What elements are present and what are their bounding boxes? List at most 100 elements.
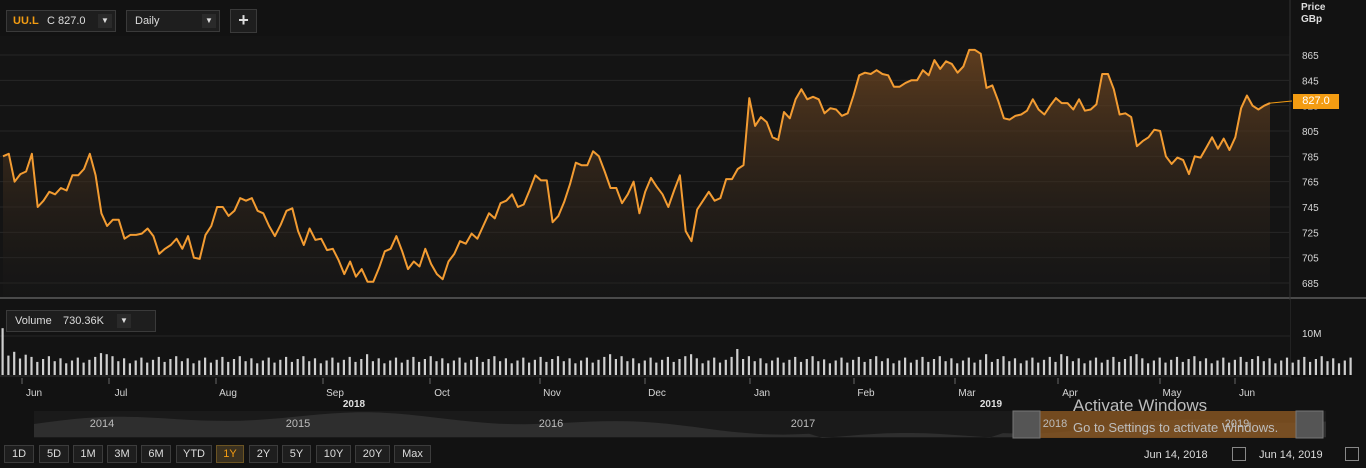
volume-bar bbox=[1170, 359, 1173, 375]
chevron-down-icon[interactable]: ▼ bbox=[98, 14, 112, 28]
volume-bar bbox=[1175, 356, 1179, 375]
volume-bar bbox=[209, 362, 212, 375]
range-button-2y[interactable]: 2Y bbox=[249, 445, 278, 463]
volume-bar bbox=[1094, 357, 1098, 375]
volume-bar bbox=[620, 356, 623, 375]
volume-bar bbox=[1320, 356, 1323, 375]
x-tick-label: Nov bbox=[543, 388, 561, 399]
volume-bar bbox=[256, 363, 259, 375]
add-study-button[interactable]: + bbox=[230, 9, 257, 33]
volume-bar bbox=[661, 359, 664, 375]
range-button-5y[interactable]: 5Y bbox=[282, 445, 311, 463]
range-button-1y[interactable]: 1Y bbox=[216, 445, 244, 463]
volume-bar bbox=[695, 358, 698, 375]
volume-bar bbox=[1158, 357, 1161, 375]
navigator-selection[interactable] bbox=[1040, 411, 1296, 438]
volume-bar bbox=[1019, 363, 1022, 375]
volume-selector[interactable]: Volume 730.36K ▼ bbox=[6, 310, 156, 332]
volume-value: 730.36K bbox=[63, 315, 104, 327]
volume-bar bbox=[429, 356, 432, 375]
volume-bar bbox=[857, 356, 860, 375]
volume-bar bbox=[290, 361, 293, 375]
start-date-field[interactable]: Jun 14, 2018 bbox=[1144, 449, 1208, 461]
volume-bar bbox=[1199, 361, 1202, 375]
range-button-6m[interactable]: 6M bbox=[141, 445, 171, 463]
volume-label: Volume bbox=[15, 315, 52, 327]
volume-bar bbox=[1314, 359, 1317, 375]
volume-bar bbox=[545, 361, 548, 375]
volume-bar bbox=[1048, 356, 1051, 375]
volume-bar bbox=[140, 357, 143, 375]
volume-bar bbox=[1100, 362, 1103, 375]
chevron-down-icon[interactable]: ▼ bbox=[117, 314, 131, 328]
volume-bar bbox=[574, 363, 577, 375]
volume-bar bbox=[562, 361, 565, 375]
volume-axis-label: 10M bbox=[1302, 329, 1322, 340]
x-tick-label: Apr bbox=[1062, 388, 1078, 399]
volume-bar bbox=[435, 361, 438, 375]
volume-bar bbox=[886, 358, 889, 375]
range-button-10y[interactable]: 10Y bbox=[316, 445, 351, 463]
price-series bbox=[2, 48, 1293, 298]
volume-bar bbox=[597, 359, 600, 375]
range-button-20y[interactable]: 20Y bbox=[355, 445, 390, 463]
volume-bar bbox=[261, 360, 264, 375]
volume-bar bbox=[308, 361, 311, 375]
volume-bar bbox=[701, 363, 704, 375]
range-button-max[interactable]: Max bbox=[394, 445, 431, 463]
volume-bar bbox=[134, 360, 137, 375]
volume-bar bbox=[493, 356, 496, 375]
navigator-year-label: 2014 bbox=[90, 418, 114, 430]
volume-bar bbox=[65, 363, 68, 375]
range-button-1d[interactable]: 1D bbox=[4, 445, 34, 463]
range-button-1m[interactable]: 1M bbox=[73, 445, 103, 463]
volume-bar bbox=[672, 361, 675, 375]
volume-bar bbox=[1280, 360, 1283, 375]
range-button-5d[interactable]: 5D bbox=[39, 445, 69, 463]
calendar-icon[interactable] bbox=[1345, 447, 1359, 461]
end-date-field[interactable]: Jun 14, 2019 bbox=[1259, 449, 1323, 461]
volume-bar bbox=[250, 358, 253, 375]
navigator: 2014 2015 2016 2017 2018 2019 bbox=[34, 410, 1326, 439]
volume-bar bbox=[875, 356, 878, 375]
volume-bar bbox=[1060, 354, 1063, 375]
volume-bar bbox=[603, 356, 606, 375]
volume-bar bbox=[973, 362, 976, 375]
interval-selector[interactable]: Daily ▼ bbox=[126, 10, 220, 32]
calendar-icon[interactable] bbox=[1232, 447, 1246, 461]
volume-bar bbox=[892, 363, 895, 375]
range-button-3m[interactable]: 3M bbox=[107, 445, 137, 463]
volume-bar bbox=[1013, 358, 1017, 375]
volume-bar bbox=[898, 360, 901, 375]
volume-bar bbox=[585, 357, 588, 375]
navigator-right-handle[interactable] bbox=[1295, 410, 1324, 439]
volume-bar bbox=[186, 358, 189, 375]
volume-bar bbox=[1054, 361, 1057, 375]
volume-bar bbox=[389, 360, 392, 375]
y-tick-label: 845 bbox=[1302, 76, 1319, 87]
volume-bar bbox=[238, 356, 241, 375]
volume-bar bbox=[1291, 362, 1294, 375]
x-tick-label: Dec bbox=[648, 388, 666, 399]
symbol-label: UU.L bbox=[13, 15, 39, 27]
activation-watermark-title: Activate Windows bbox=[1073, 396, 1208, 415]
x-tick-label: Oct bbox=[434, 388, 450, 399]
volume-bar bbox=[371, 361, 374, 375]
range-button-ytd[interactable]: YTD bbox=[176, 445, 212, 463]
volume-bar bbox=[678, 359, 681, 375]
volume-bar bbox=[204, 357, 207, 375]
chevron-down-icon[interactable]: ▼ bbox=[202, 14, 216, 28]
volume-bar bbox=[690, 354, 693, 375]
volume-bar bbox=[337, 362, 340, 375]
volume-bar bbox=[36, 361, 39, 375]
navigator-left-handle[interactable] bbox=[1012, 410, 1041, 439]
volume-bar bbox=[956, 363, 959, 375]
volume-bar bbox=[198, 360, 201, 375]
symbol-selector[interactable]: UU.L C 827.0 ▼ bbox=[6, 10, 116, 32]
volume-bar bbox=[151, 359, 155, 375]
price-axis-title: Price GBp bbox=[1301, 2, 1325, 26]
volume-bar bbox=[111, 356, 114, 375]
volume-bar bbox=[354, 361, 357, 375]
volume-bar bbox=[319, 363, 322, 375]
